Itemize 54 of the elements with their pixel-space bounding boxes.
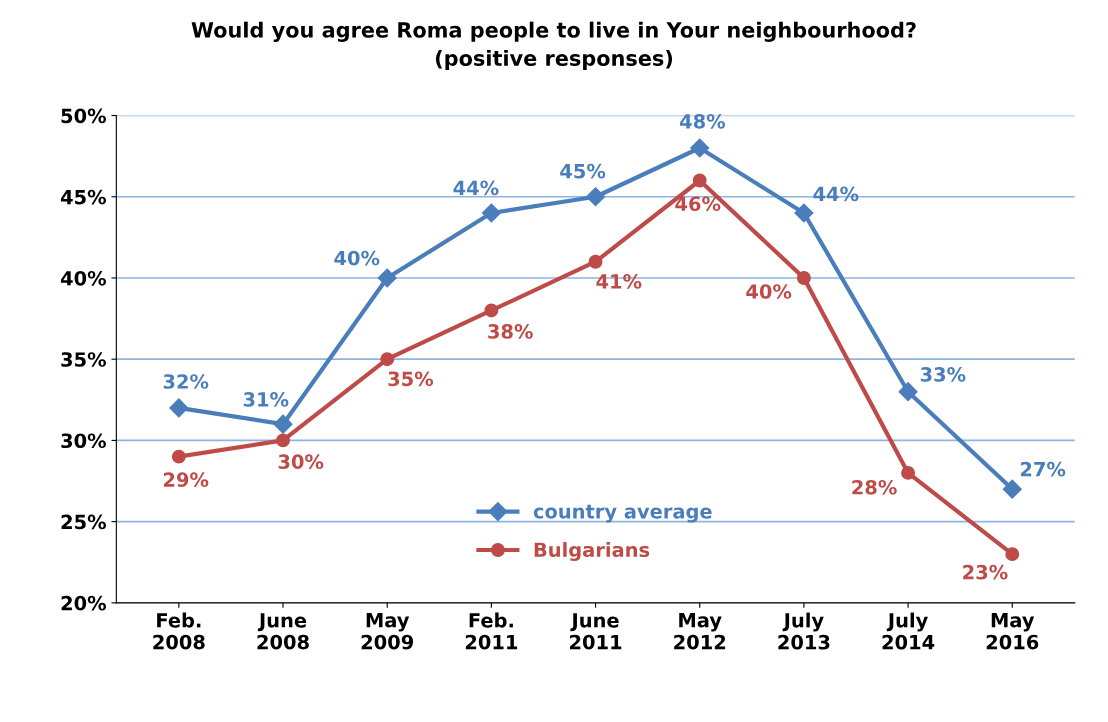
data-label: 46% (675, 196, 721, 212)
point (481, 203, 501, 223)
point (588, 254, 603, 269)
point (1005, 547, 1020, 562)
data-label: 35% (388, 371, 434, 387)
data-label: 45% (560, 163, 606, 179)
x-tick-label: Feb. 2011 (465, 612, 518, 650)
data-label: 28% (852, 479, 897, 495)
data-label: 32% (163, 374, 209, 389)
x-tick-label: May 2009 (361, 613, 414, 650)
point (794, 203, 814, 223)
data-label: 30% (278, 454, 324, 470)
data-label: 31% (243, 392, 289, 407)
data-label: 48% (680, 113, 726, 129)
data-label: 23% (963, 564, 1008, 580)
x-tick-label: July 2013 (778, 612, 830, 650)
point (1002, 479, 1022, 499)
y-tick-label: 25% (61, 514, 106, 530)
y-tick-label: 35% (61, 352, 106, 367)
y-tick-label: 40% (60, 270, 106, 286)
y-tick-label: 20% (61, 595, 106, 611)
x-tick-label: July 2014 (882, 612, 935, 650)
point (690, 138, 710, 158)
data-label: 41% (596, 273, 642, 289)
data-label: 40% (334, 250, 380, 266)
point (377, 268, 397, 288)
data-label: 27% (1020, 461, 1066, 477)
x-tick-label: Feb. 2008 (153, 612, 205, 650)
point (484, 303, 499, 318)
point (273, 414, 293, 434)
point (586, 187, 606, 207)
point (380, 352, 395, 367)
x-tick-label: June 2008 (257, 613, 309, 650)
point (169, 398, 189, 418)
y-tick-label: 50% (61, 108, 106, 124)
point (796, 271, 811, 285)
y-tick-label: 45% (60, 189, 106, 205)
data-label: 40% (746, 284, 792, 299)
x-tick-label: May 2012 (674, 613, 726, 650)
point (898, 382, 918, 402)
point (276, 433, 290, 448)
y-tick-label: 30% (61, 433, 106, 449)
data-label: 33% (920, 367, 966, 382)
point (901, 465, 916, 480)
legend-label: country average (533, 504, 712, 523)
point (171, 449, 186, 464)
x-tick-label: May 2016 (986, 613, 1039, 650)
data-label: 44% (453, 180, 499, 196)
data-label: 38% (488, 324, 533, 339)
point (692, 173, 707, 188)
data-label: 29% (163, 472, 209, 488)
legend-label: Bulgarians (534, 542, 650, 561)
chart-title: Would you agree Roma people to live in Your neighbourhood? (positive responses) (191, 21, 916, 71)
x-tick-label: June 2011 (570, 613, 622, 650)
